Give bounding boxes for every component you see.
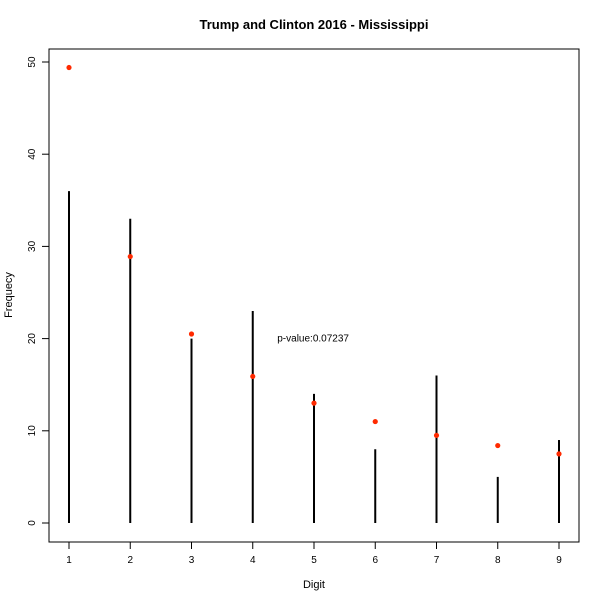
expected-points bbox=[66, 64, 562, 457]
y-tick-label: 30 bbox=[27, 240, 38, 252]
x-tick-label: 3 bbox=[189, 555, 195, 566]
expected-point-digit-1 bbox=[66, 64, 72, 71]
frequency-lines bbox=[68, 191, 560, 523]
y-tick-label: 10 bbox=[27, 425, 38, 437]
expected-point-digit-8 bbox=[495, 442, 501, 449]
y-tick-label: 40 bbox=[27, 148, 38, 160]
expected-point-digit-3 bbox=[188, 331, 195, 337]
expected-point-digit-2 bbox=[127, 253, 133, 260]
y-axis-label: Frequecy bbox=[3, 272, 15, 318]
x-tick-label: 7 bbox=[434, 555, 440, 566]
p-value-annotation: p-value:0.07237 bbox=[277, 334, 349, 345]
x-tick-label: 8 bbox=[495, 555, 501, 566]
x-axis: 1 2 3 4 5 6 7 8 9 bbox=[66, 541, 562, 566]
expected-point-digit-7 bbox=[433, 432, 440, 439]
expected-point-digit-4 bbox=[250, 373, 256, 380]
x-tick-label: 9 bbox=[556, 555, 562, 566]
x-tick-label: 1 bbox=[66, 555, 72, 566]
y-axis: 0 10 20 30 40 50 bbox=[27, 56, 50, 526]
expected-point-digit-6 bbox=[372, 418, 378, 425]
y-tick-label: 0 bbox=[27, 520, 38, 526]
x-tick-label: 5 bbox=[311, 555, 317, 566]
x-tick-label: 2 bbox=[127, 555, 133, 566]
y-tick-label: 50 bbox=[27, 56, 38, 68]
expected-point-digit-5 bbox=[311, 400, 317, 406]
x-tick-label: 4 bbox=[250, 555, 256, 566]
x-tick-label: 6 bbox=[372, 555, 378, 566]
chart-title: Trump and Clinton 2016 - Mississippi bbox=[200, 17, 429, 32]
x-axis-label: Digit bbox=[303, 579, 325, 591]
y-tick-label: 20 bbox=[27, 333, 38, 345]
expected-point-digit-9 bbox=[556, 451, 562, 457]
